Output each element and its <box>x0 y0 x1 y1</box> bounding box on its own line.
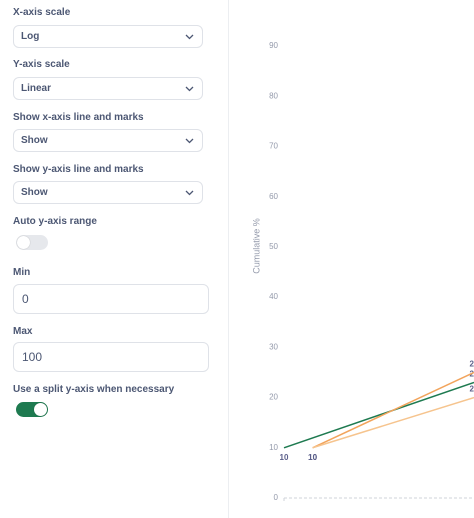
text-input[interactable]: 0 <box>13 284 209 314</box>
text-input[interactable]: 100 <box>13 342 209 372</box>
y-tick-label: 30 <box>269 342 278 351</box>
chevron <box>185 138 194 144</box>
toggle[interactable] <box>16 402 48 417</box>
y-tick-label: 0 <box>274 493 279 502</box>
chevron <box>185 86 194 92</box>
y-axis-label: Cumulative % <box>251 218 261 274</box>
toggle[interactable] <box>16 235 48 250</box>
settings-panel: X-axis scale Log Y-axis scale Linear Show x-… <box>0 0 229 518</box>
dropdown-value: Linear <box>21 83 52 94</box>
y-tick-label: 50 <box>269 242 278 251</box>
chevron <box>185 190 194 196</box>
toggle-knob <box>34 403 47 416</box>
field-label: Min <box>13 267 31 278</box>
dropdown-value: Show <box>21 187 48 198</box>
field-label: Use a split y-axis when necessary <box>13 384 175 395</box>
chevron <box>185 34 194 40</box>
series-line <box>312 371 474 449</box>
dropdown[interactable]: Linear <box>13 77 203 100</box>
field-label: X-axis scale <box>13 7 71 18</box>
dropdown[interactable]: Show <box>13 181 203 204</box>
y-tick-label: 10 <box>269 443 278 452</box>
data-label: 10 <box>308 453 317 462</box>
field-label: Y-axis scale <box>13 59 70 70</box>
field-label: Auto y-axis range <box>13 216 97 227</box>
y-tick-label: 40 <box>269 292 278 301</box>
field-label: Show x-axis line and marks <box>13 112 144 123</box>
series-line <box>312 396 474 449</box>
dropdown[interactable]: Log <box>13 25 203 48</box>
dropdown[interactable]: Show <box>13 129 203 152</box>
data-label: 25 <box>470 360 474 369</box>
field-label: Show y-axis line and marks <box>13 164 144 175</box>
toggle-knob <box>17 236 30 249</box>
data-label: 10 <box>308 453 317 462</box>
series-line <box>283 381 474 449</box>
y-tick-label: 20 <box>269 393 278 402</box>
y-tick-label: 60 <box>269 192 278 201</box>
field-label: Max <box>13 326 33 337</box>
y-tick-label: 80 <box>269 91 278 100</box>
data-label: 10 <box>280 453 289 462</box>
dropdown-value: Show <box>21 135 48 146</box>
data-label: 20 <box>470 385 474 394</box>
y-tick-label: 90 <box>269 41 278 50</box>
dropdown-value: Log <box>21 31 40 42</box>
y-tick-label: 70 <box>269 142 278 151</box>
